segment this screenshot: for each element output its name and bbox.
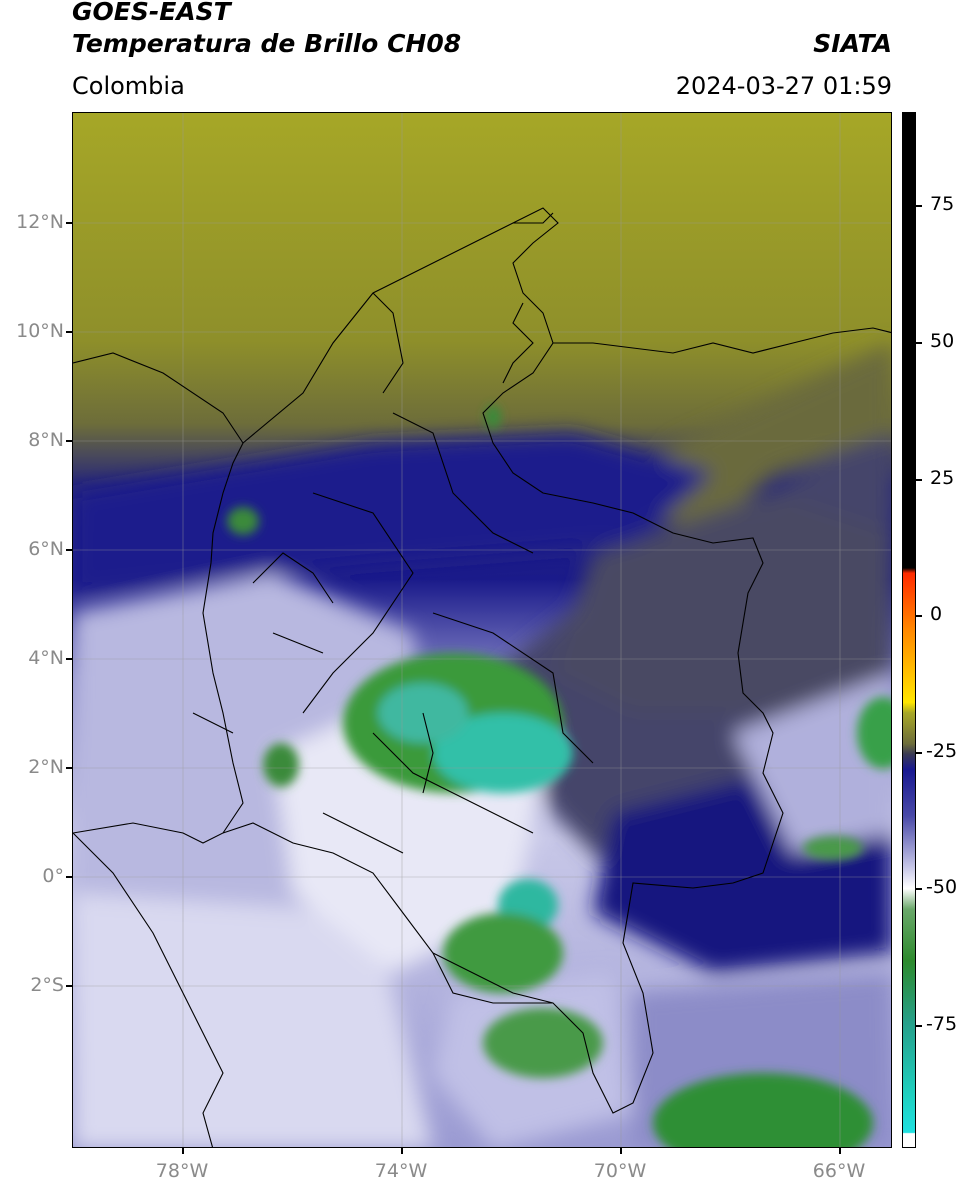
colorbar-label-50: 50 bbox=[930, 330, 955, 352]
lat-tick bbox=[66, 549, 72, 551]
lon-tick bbox=[182, 1148, 184, 1154]
colorbar-label-neg25: -25 bbox=[926, 740, 958, 762]
brightness-temperature-map bbox=[72, 112, 892, 1148]
cloud-field bbox=[73, 343, 891, 1147]
product-title: Temperatura de Brillo CH08 bbox=[72, 29, 462, 58]
colorbar-tick bbox=[916, 615, 922, 617]
colorbar-label-neg75: -75 bbox=[926, 1013, 958, 1035]
lon-label-70w: 70°W bbox=[593, 1160, 647, 1182]
colorbar-label-neg50: -50 bbox=[926, 876, 958, 898]
lat-tick bbox=[66, 658, 72, 660]
map-svg bbox=[73, 113, 891, 1147]
colorbar-tick bbox=[916, 342, 922, 344]
country-boundaries bbox=[73, 207, 891, 1147]
lat-tick bbox=[66, 876, 72, 878]
lat-label-12n: 12°N bbox=[16, 211, 64, 233]
graticule bbox=[73, 113, 891, 1147]
colorbar-tick bbox=[916, 1025, 922, 1027]
colorbar-tick bbox=[916, 479, 922, 481]
lat-label-0: 0° bbox=[42, 865, 64, 887]
lat-tick bbox=[66, 440, 72, 442]
colorbar-label-25: 25 bbox=[930, 467, 955, 489]
timestamp-label: 2024-03-27 01:59 bbox=[675, 72, 892, 100]
lat-label-2s: 2°S bbox=[30, 974, 64, 996]
colorbar-label-0: 0 bbox=[930, 603, 943, 625]
lon-label-74w: 74°W bbox=[374, 1160, 428, 1182]
region-label: Colombia bbox=[72, 72, 185, 100]
lat-tick bbox=[66, 985, 72, 987]
lat-label-8n: 8°N bbox=[28, 429, 64, 451]
colorbar-tick bbox=[916, 752, 922, 754]
lat-label-6n: 6°N bbox=[28, 538, 64, 560]
lat-tick bbox=[66, 767, 72, 769]
colorbar-tick bbox=[916, 205, 922, 207]
colorbar bbox=[902, 112, 916, 1148]
cold-cloud-tops bbox=[227, 405, 891, 1147]
lon-tick bbox=[401, 1148, 403, 1154]
colorbar-label-75: 75 bbox=[930, 193, 955, 215]
colorbar-tick bbox=[916, 888, 922, 890]
lon-label-78w: 78°W bbox=[155, 1160, 209, 1182]
lon-tick bbox=[620, 1148, 622, 1154]
lat-tick bbox=[66, 331, 72, 333]
lon-tick bbox=[839, 1148, 841, 1154]
agency-label: SIATA bbox=[813, 29, 892, 58]
lat-label-10n: 10°N bbox=[16, 320, 64, 342]
lat-tick bbox=[66, 222, 72, 224]
lat-label-4n: 4°N bbox=[28, 647, 64, 669]
satellite-title: GOES-EAST bbox=[72, 0, 231, 26]
lon-label-66w: 66°W bbox=[812, 1160, 866, 1182]
lat-label-2n: 2°N bbox=[28, 756, 64, 778]
